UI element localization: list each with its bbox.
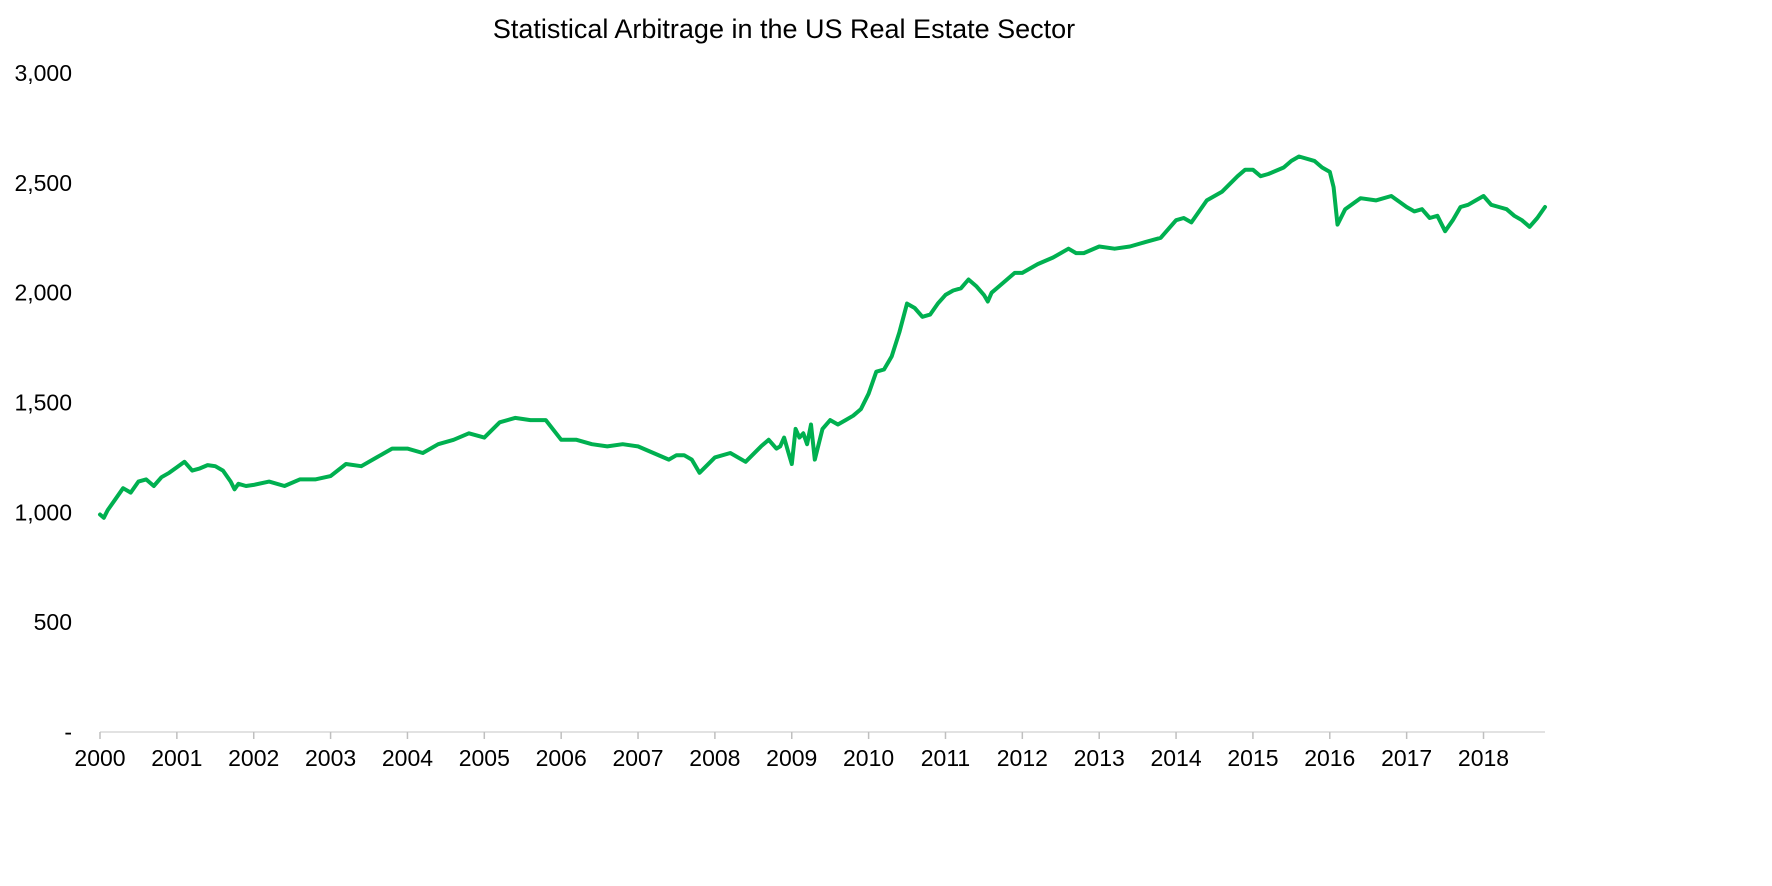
x-tick-label: 2011 (921, 745, 970, 771)
x-tick-label: 2003 (305, 745, 356, 771)
y-tick-label: 3,000 (14, 60, 72, 86)
x-tick-label: 2014 (1150, 745, 1201, 771)
y-tick-label: 1,500 (14, 390, 72, 416)
x-tick-label: 2002 (228, 745, 279, 771)
x-tick-label: 2010 (843, 745, 894, 771)
x-tick-label: 2006 (536, 745, 587, 771)
series-line (98, 154, 1547, 520)
x-tick-label: 2013 (1074, 745, 1125, 771)
x-tick-label: 2018 (1458, 745, 1509, 771)
x-tick-label: 2001 (151, 745, 202, 771)
x-tick-label: 2012 (997, 745, 1048, 771)
y-axis-ticks: - 500 1,000 1,500 2,000 2,500 3,000 (14, 60, 72, 745)
y-tick-label: 2,500 (14, 170, 72, 196)
y-tick-label: 1,000 (14, 499, 72, 525)
series-layer (98, 154, 1547, 520)
x-tick-label: 2007 (612, 745, 663, 771)
x-tick-label: 2015 (1227, 745, 1278, 771)
x-tick-label: 2017 (1381, 745, 1432, 771)
x-tick-label: 2000 (74, 745, 125, 771)
y-tick-label: - (64, 719, 72, 745)
chart-title: Statistical Arbitrage in the US Real Est… (492, 14, 1076, 44)
x-tick-label: 2016 (1304, 745, 1355, 771)
x-tick-label: 2004 (382, 745, 433, 771)
y-tick-label: 500 (34, 609, 72, 635)
y-tick-label: 2,000 (14, 280, 72, 306)
x-tick-label: 2009 (766, 745, 817, 771)
x-tick-label: 2005 (459, 745, 510, 771)
x-tick-label: 2008 (689, 745, 740, 771)
x-axis-ticks: 2000 2001 2002 2003 2004 2005 2006 2007 2008 2009… (74, 732, 1509, 771)
